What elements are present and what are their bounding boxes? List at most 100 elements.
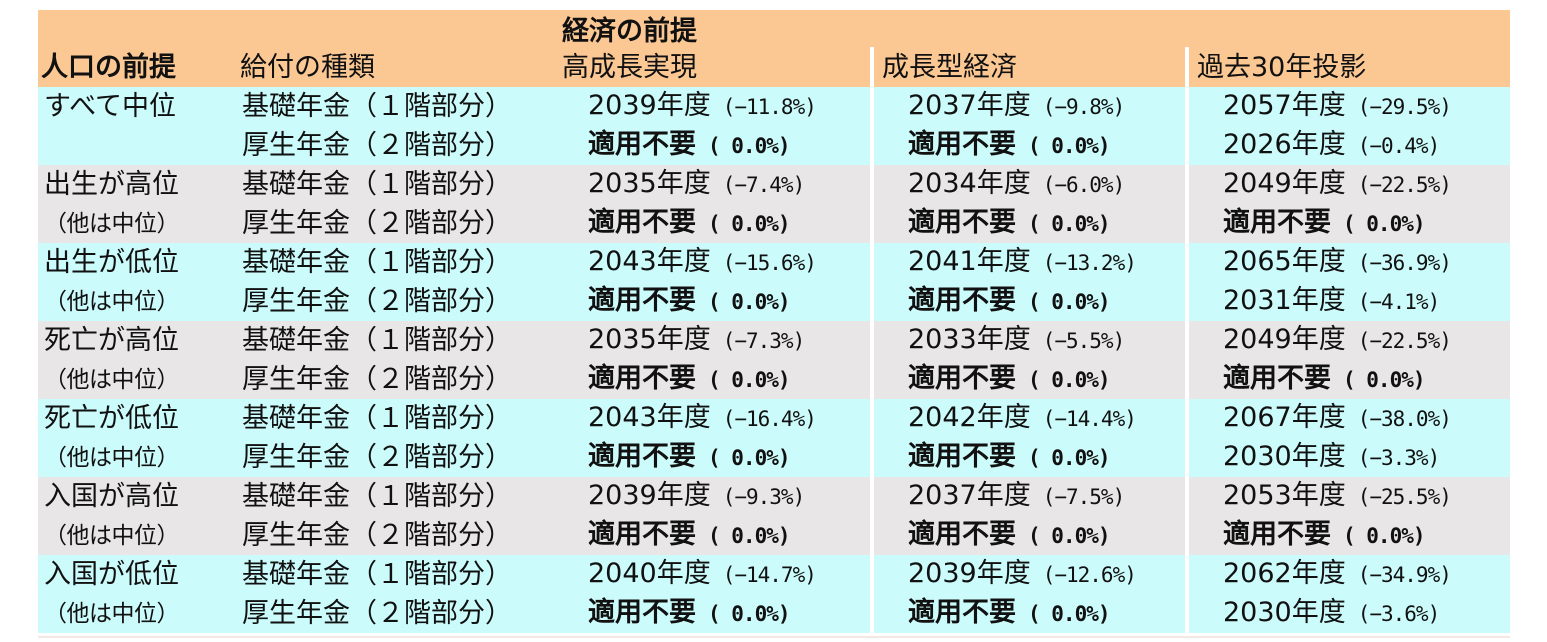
header-row-top: 経済の前提 bbox=[38, 10, 1511, 47]
adjustment-percent: ( 0.0%) bbox=[1343, 212, 1426, 236]
fiscal-year-value: 2026年度 bbox=[1223, 129, 1346, 160]
adjustment-percent: ( 0.0%) bbox=[1028, 134, 1111, 158]
scenario-past30-header: 過去30年投影 bbox=[1184, 47, 1511, 87]
population-cell: 死亡が高位 bbox=[38, 321, 238, 360]
adjustment-percent: (−3.3%) bbox=[1357, 446, 1441, 470]
adjustment-percent: (−5.5%) bbox=[1042, 329, 1126, 353]
population-cell: 入国が高位 bbox=[38, 477, 238, 516]
adjustment-percent: (−15.6%) bbox=[722, 251, 817, 275]
table-row: （他は中位） 厚生年金（２階部分） 適用不要( 0.0%) 適用不要( 0.0%) 適用… bbox=[38, 204, 1511, 243]
adjustment-percent: ( 0.0%) bbox=[1028, 446, 1111, 470]
fiscal-year-value: 2043年度 bbox=[588, 402, 711, 433]
scenario-3-value-cell: 2030年度 (−3.3%) bbox=[1184, 438, 1511, 477]
scenario-3-value-cell: 2049年度 (−22.5%) bbox=[1184, 165, 1511, 204]
table-row: 出生が低位 基礎年金（１階部分） 2043年度 (−15.6%) 2041年度 (−13.… bbox=[38, 243, 1511, 282]
fiscal-year-value: 適用不要 bbox=[908, 285, 1016, 316]
scenario-2-value-cell: 2033年度 (−5.5%) bbox=[870, 321, 1187, 360]
fiscal-year-value: 適用不要 bbox=[588, 129, 696, 160]
benefit-type-cell: 厚生年金（２階部分） bbox=[238, 594, 558, 633]
scenario-2-value-cell: 2037年度 (−9.8%) bbox=[870, 87, 1187, 126]
adjustment-percent: ( 0.0%) bbox=[708, 290, 791, 314]
population-cell: 出生が高位 bbox=[38, 165, 238, 204]
adjustment-percent: ( 0.0%) bbox=[1028, 602, 1111, 626]
adjustment-percent: (−4.1%) bbox=[1357, 290, 1441, 314]
scenario-3-value-cell: 2067年度 (−38.0%) bbox=[1184, 399, 1511, 438]
population-cell: （他は中位） bbox=[38, 282, 238, 321]
scenario-1-value-cell: 2043年度 (−15.6%) bbox=[558, 243, 872, 282]
adjustment-percent: (−13.2%) bbox=[1042, 251, 1137, 275]
benefit-type-header: 給付の種類 bbox=[238, 47, 558, 87]
adjustment-percent: (−9.8%) bbox=[1042, 95, 1126, 119]
benefit-type-cell: 基礎年金（１階部分） bbox=[238, 477, 558, 516]
fiscal-year-value: 適用不要 bbox=[588, 519, 696, 550]
adjustment-percent: ( 0.0%) bbox=[708, 602, 791, 626]
adjustment-percent: ( 0.0%) bbox=[708, 212, 791, 236]
benefit-type-cell: 基礎年金（１階部分） bbox=[238, 243, 558, 282]
adjustment-percent: (−22.5%) bbox=[1357, 329, 1452, 353]
projection-table: 経済の前提 人口の前提 給付の種類 高成長実現 成長型経済 過去30年投影 すべ… bbox=[38, 10, 1511, 633]
scenario-1-value-cell: 2035年度 (−7.3%) bbox=[558, 321, 872, 360]
population-cell: （他は中位） bbox=[38, 516, 238, 555]
scenario-3-value-cell: 適用不要 ( 0.0%) bbox=[1184, 204, 1511, 243]
population-label: 入国が高位 bbox=[44, 481, 179, 512]
scenario-3-value-cell: 2065年度 (−36.9%) bbox=[1184, 243, 1511, 282]
scenario-2-value-cell: 適用不要 ( 0.0%) bbox=[870, 516, 1187, 555]
population-sublabel: （他は中位） bbox=[44, 289, 180, 315]
adjustment-percent: (−11.8%) bbox=[722, 95, 817, 119]
fiscal-year-value: 2049年度 bbox=[1223, 168, 1346, 199]
scenario-1-value-cell: 2043年度 (−16.4%) bbox=[558, 399, 872, 438]
economy-assumption-header: 経済の前提 bbox=[558, 10, 1511, 47]
fiscal-year-value: 適用不要 bbox=[908, 519, 1016, 550]
population-cell: 出生が低位 bbox=[38, 243, 238, 282]
fiscal-year-value: 2034年度 bbox=[908, 168, 1031, 199]
scenario-3-value-cell: 適用不要 ( 0.0%) bbox=[1184, 516, 1511, 555]
fiscal-year-value: 2031年度 bbox=[1223, 285, 1346, 316]
adjustment-percent: (−14.4%) bbox=[1042, 407, 1137, 431]
fiscal-year-value: 適用不要 bbox=[1223, 363, 1331, 394]
header-row: 人口の前提 給付の種類 高成長実現 成長型経済 過去30年投影 bbox=[38, 47, 1511, 87]
population-cell: （他は中位） bbox=[38, 438, 238, 477]
fiscal-year-value: 2039年度 bbox=[588, 90, 711, 121]
table-row: 死亡が高位 基礎年金（１階部分） 2035年度 (−7.3%) 2033年度 (−5.5%… bbox=[38, 321, 1511, 360]
population-cell: （他は中位） bbox=[38, 360, 238, 399]
benefit-type-cell: 基礎年金（１階部分） bbox=[238, 165, 558, 204]
fiscal-year-value: 適用不要 bbox=[588, 441, 696, 472]
table-body: 経済の前提 人口の前提 給付の種類 高成長実現 成長型経済 過去30年投影 すべ… bbox=[38, 10, 1511, 633]
fiscal-year-value: 適用不要 bbox=[588, 597, 696, 628]
benefit-type-cell: 基礎年金（１階部分） bbox=[238, 399, 558, 438]
population-label: すべて中位 bbox=[44, 91, 177, 122]
benefit-type-cell: 基礎年金（１階部分） bbox=[238, 555, 558, 594]
adjustment-percent: ( 0.0%) bbox=[708, 134, 791, 158]
population-label: 出生が高位 bbox=[44, 169, 179, 200]
scenario-3-value-cell: 2030年度 (−3.6%) bbox=[1184, 594, 1511, 633]
fiscal-year-value: 適用不要 bbox=[588, 285, 696, 316]
population-cell bbox=[38, 126, 238, 165]
scenario-3-value-cell: 2049年度 (−22.5%) bbox=[1184, 321, 1511, 360]
fiscal-year-value: 適用不要 bbox=[908, 129, 1016, 160]
scenario-1-value-cell: 適用不要 ( 0.0%) bbox=[558, 594, 872, 633]
adjustment-percent: (−9.3%) bbox=[722, 485, 806, 509]
fiscal-year-value: 2033年度 bbox=[908, 324, 1031, 355]
fiscal-year-value: 適用不要 bbox=[1223, 207, 1331, 238]
population-assumption-header: 人口の前提 bbox=[38, 47, 238, 87]
fiscal-year-value: 2041年度 bbox=[908, 246, 1031, 277]
benefit-type-cell: 厚生年金（２階部分） bbox=[238, 516, 558, 555]
benefit-type-cell: 厚生年金（２階部分） bbox=[238, 204, 558, 243]
fiscal-year-value: 適用不要 bbox=[588, 363, 696, 394]
fiscal-year-value: 適用不要 bbox=[908, 441, 1016, 472]
scenario-2-value-cell: 2042年度 (−14.4%) bbox=[870, 399, 1187, 438]
population-label: 出生が低位 bbox=[44, 247, 179, 278]
fiscal-year-value: 適用不要 bbox=[908, 363, 1016, 394]
scenario-1-value-cell: 2040年度 (−14.7%) bbox=[558, 555, 872, 594]
adjustment-percent: (−14.7%) bbox=[722, 563, 817, 587]
scenario-1-value-cell: 適用不要 ( 0.0%) bbox=[558, 360, 872, 399]
table-row: （他は中位） 厚生年金（２階部分） 適用不要 ( 0.0%) 適用不要 ( 0.0%) 20… bbox=[38, 594, 1511, 633]
fiscal-year-value: 2035年度 bbox=[588, 324, 711, 355]
fiscal-year-value: 2030年度 bbox=[1223, 441, 1346, 472]
adjustment-percent: ( 0.0%) bbox=[1028, 368, 1111, 392]
table-row: すべて中位 基礎年金（１階部分） 2039年度 (−11.8%) 2037年度 (−9.8… bbox=[38, 87, 1511, 126]
scenario-1-value-cell: 適用不要 ( 0.0%) bbox=[558, 516, 872, 555]
table-row: 厚生年金（２階部分） 適用不要 ( 0.0%) 適用不要 ( 0.0%) 2026年度 (−… bbox=[38, 126, 1511, 165]
table-bottom-edge bbox=[38, 636, 1510, 638]
scenario-2-value-cell: 適用不要 ( 0.0%) bbox=[870, 126, 1187, 165]
